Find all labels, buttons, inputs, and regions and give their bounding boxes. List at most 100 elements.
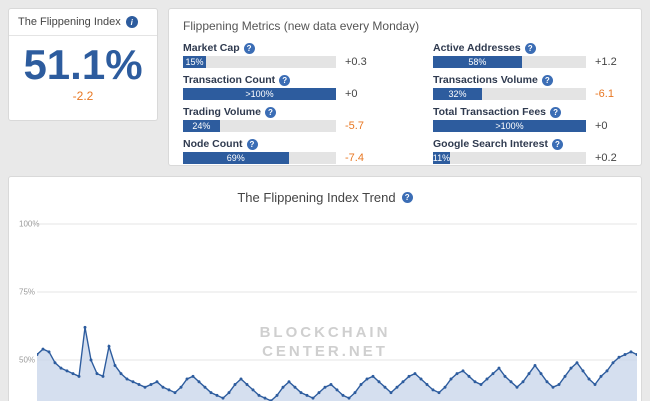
chart-point: [587, 377, 591, 381]
chart-point: [221, 396, 225, 400]
chart-point: [215, 393, 219, 397]
chart-point: [407, 374, 411, 378]
chart-point: [521, 380, 525, 384]
metric: Google Search Interest ? 11% +0.2: [433, 138, 627, 164]
chart-point: [107, 344, 111, 348]
metric-bar-row: 69% -7.4: [183, 152, 377, 164]
chart-point: [569, 366, 573, 370]
help-icon[interactable]: ?: [401, 192, 413, 203]
metric-label: Node Count: [183, 138, 243, 150]
chart-point: [413, 372, 417, 376]
help-icon[interactable]: ?: [524, 42, 536, 54]
chart-area-fill: [37, 327, 637, 401]
help-icon[interactable]: ?: [264, 106, 276, 118]
metric-bar-fill: 15%: [183, 56, 206, 68]
chart-point: [437, 391, 441, 395]
metric-bar: >100%: [433, 120, 586, 132]
chart-point: [371, 374, 375, 378]
chart-point: [119, 372, 123, 376]
metric-change: +0.2: [595, 152, 617, 164]
chart-point: [347, 396, 351, 400]
metric-bar-row: >100% +0: [183, 88, 377, 100]
chart-point: [365, 377, 369, 381]
chart-point: [461, 369, 465, 373]
chart-point: [191, 374, 195, 378]
chart-point: [617, 355, 621, 359]
chart-point: [71, 372, 75, 376]
metric-bar-value: 69%: [226, 153, 245, 163]
chart-point: [179, 385, 183, 389]
chart-point: [551, 385, 555, 389]
chart-point: [287, 380, 291, 384]
metric-bar-fill: 58%: [433, 56, 522, 68]
chart-point: [557, 382, 561, 386]
chart-point: [389, 391, 393, 395]
chart-point: [383, 385, 387, 389]
chart-point: [149, 382, 153, 386]
help-icon[interactable]: ?: [551, 138, 563, 150]
metric-bar-row: 11% +0.2: [433, 152, 627, 164]
help-icon[interactable]: ?: [550, 106, 562, 118]
chart-point: [467, 374, 471, 378]
metric-bar-value: 32%: [448, 89, 467, 99]
chart-point: [131, 380, 135, 384]
metric-change: +0.3: [345, 56, 367, 68]
metric-change: -6.1: [595, 88, 614, 100]
metric-label-row: Node Count ?: [183, 138, 377, 150]
help-icon[interactable]: ?: [279, 74, 291, 86]
metric-label-row: Transactions Volume ?: [433, 74, 627, 86]
metric-change: -5.7: [345, 120, 364, 132]
metric: Active Addresses ? 58% +1.2: [433, 42, 627, 68]
chart-point: [143, 385, 147, 389]
chart-point: [629, 350, 633, 354]
index-card-header: The Flippening Index i: [9, 9, 157, 36]
chart-point: [299, 391, 303, 395]
metric-label-row: Total Transaction Fees ?: [433, 106, 627, 118]
chart-point: [563, 374, 567, 378]
y-axis-label: 75%: [19, 287, 36, 297]
chart-point: [113, 363, 117, 367]
metric-bar-row: 32% -6.1: [433, 88, 627, 100]
trend-title-text: The Flippening Index Trend: [237, 190, 396, 205]
info-icon[interactable]: i: [125, 16, 138, 28]
metric-bar-value: 24%: [192, 121, 211, 131]
trend-chart[interactable]: [37, 216, 637, 401]
metric-bar-fill: 24%: [183, 120, 220, 132]
metric-label: Market Cap: [183, 42, 240, 54]
chart-point: [167, 388, 171, 392]
chart-point: [455, 372, 459, 376]
help-icon[interactable]: ?: [243, 42, 255, 54]
chart-point: [425, 382, 429, 386]
help-icon[interactable]: ?: [541, 74, 553, 86]
chart-point: [173, 391, 177, 395]
chart-point: [89, 358, 93, 362]
chart-point: [37, 353, 39, 357]
metric-change: +0: [595, 120, 608, 132]
chart-point: [509, 380, 513, 384]
trend-card: The Flippening Index Trend ? BLOCKCHAIN …: [8, 176, 642, 401]
metric: Market Cap ? 15% +0.3: [183, 42, 377, 68]
chart-point: [527, 372, 531, 376]
chart-point: [83, 325, 87, 329]
chart-point: [125, 377, 129, 381]
chart-point: [305, 393, 309, 397]
metric-bar-row: 15% +0.3: [183, 56, 377, 68]
chart-point: [353, 391, 357, 395]
help-icon[interactable]: ?: [246, 138, 258, 150]
chart-point: [251, 388, 255, 392]
chart-point: [335, 388, 339, 392]
chart-point: [317, 391, 321, 395]
chart-point: [281, 385, 285, 389]
metric-bar-row: 24% -5.7: [183, 120, 377, 132]
chart-point: [239, 377, 243, 381]
metric-bar-row: 58% +1.2: [433, 56, 627, 68]
metric-bar-fill: 32%: [433, 88, 482, 100]
chart-point: [245, 382, 249, 386]
chart-point: [275, 393, 279, 397]
metric-label: Google Search Interest: [433, 138, 548, 150]
metrics-title: Flippening Metrics (new data every Monda…: [183, 19, 420, 33]
flippening-index-card: The Flippening Index i 51.1% -2.2: [8, 8, 158, 121]
trend-title: The Flippening Index Trend ?: [9, 190, 641, 205]
chart-point: [185, 377, 189, 381]
